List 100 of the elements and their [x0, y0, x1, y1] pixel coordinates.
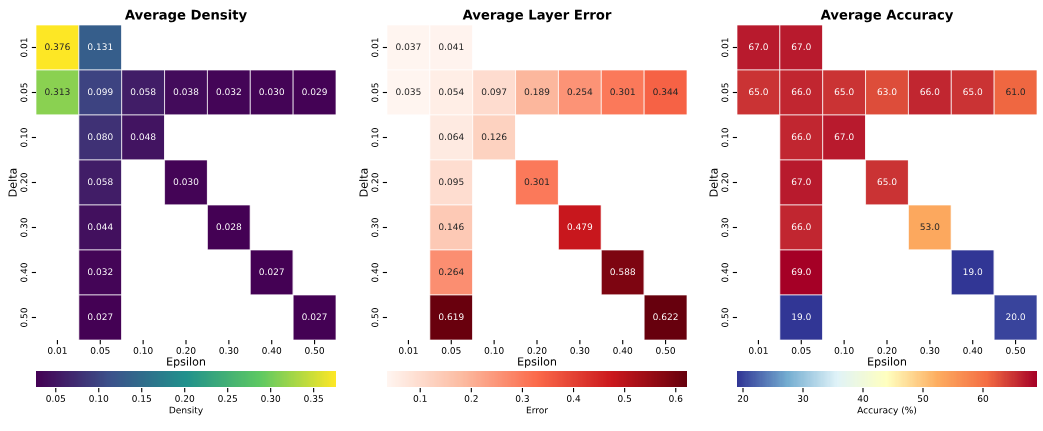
x-tick-label: 0.05: [791, 347, 811, 354]
y-tick-label: 0.01: [371, 38, 379, 57]
data-label: 0.146: [438, 223, 464, 231]
data-label: 0.344: [653, 88, 678, 96]
data-label: 0.027: [259, 268, 284, 276]
data-label: 0.313: [45, 88, 70, 96]
data-label: 65.0: [963, 88, 983, 96]
x-axis-title: Epsilon: [518, 357, 556, 368]
y-tick-label: 0.40: [371, 263, 379, 282]
x-tick-label: 0.50: [656, 347, 676, 354]
y-tick-label: 0.20: [721, 173, 729, 192]
y-tick-label: 0.01: [721, 38, 729, 57]
data-label: 65.0: [877, 178, 897, 186]
color-bar-label: 30: [797, 395, 809, 402]
data-label: 0.032: [87, 268, 113, 276]
data-label: 0.097: [481, 88, 507, 96]
x-tick-label: 0.30: [219, 347, 239, 354]
y-tick-label: 0.20: [371, 173, 379, 192]
y-tick-label: 0.40: [20, 263, 28, 282]
color-bar-label: 0.25: [218, 395, 237, 402]
x-tick-label: 0.40: [963, 347, 983, 354]
x-tick-label: 0.40: [613, 347, 633, 354]
chart-title: Average Density: [124, 9, 247, 23]
data-label: 61.0: [1006, 88, 1026, 96]
data-label: 0.095: [438, 178, 464, 186]
data-label: 0.048: [130, 133, 156, 141]
color-bar-label: 0.2: [464, 395, 478, 402]
x-tick-label: 0.01: [47, 347, 67, 354]
data-label: 0.058: [130, 88, 156, 96]
color-bar-title: Accuracy (%): [857, 406, 917, 416]
data-label: 65.0: [834, 88, 854, 96]
y-tick-label: 0.50: [20, 308, 28, 327]
data-label: 0.619: [438, 313, 464, 321]
data-label: 0.588: [610, 268, 636, 276]
y-tick-label: 0.30: [371, 218, 379, 237]
y-tick-label: 0.10: [721, 128, 729, 147]
x-tick-label: 0.40: [262, 347, 282, 354]
color-bar-label: 0.10: [89, 395, 109, 402]
data-label: 66.0: [920, 88, 940, 96]
color-bar-label: 0.20: [175, 395, 195, 402]
y-tick-label: 0.40: [721, 263, 729, 282]
color-bar-label: 40: [857, 395, 869, 402]
data-label: 67.0: [834, 133, 854, 141]
y-tick-label: 0.20: [20, 173, 28, 192]
x-tick-label: 0.10: [834, 347, 854, 354]
color-bar-label: 0.15: [132, 395, 151, 402]
data-label: 0.058: [87, 178, 113, 186]
y-axis-title: Delta: [709, 168, 718, 197]
y-axis-title: Delta: [359, 168, 368, 197]
data-label: 0.254: [567, 88, 593, 96]
x-tick-label: 0.30: [920, 347, 940, 354]
x-axis-title: Epsilon: [868, 357, 906, 368]
data-label: 0.080: [87, 133, 113, 141]
x-tick-label: 0.01: [748, 347, 768, 354]
y-tick-label: 0.30: [721, 218, 729, 237]
x-tick-label: 0.30: [570, 347, 590, 354]
data-label: 0.622: [653, 313, 678, 321]
data-label: 0.044: [87, 223, 113, 231]
data-label: 0.038: [173, 88, 199, 96]
x-tick-label: 0.50: [305, 347, 325, 354]
y-tick-label: 0.05: [20, 83, 28, 102]
y-tick-label: 0.10: [371, 128, 379, 147]
y-tick-label: 0.30: [20, 218, 28, 237]
x-tick-label: 0.20: [176, 347, 196, 354]
data-label: 67.0: [791, 178, 811, 186]
color-bar-label: 0.6: [669, 395, 683, 402]
x-axis-title: Epsilon: [167, 357, 205, 368]
y-tick-label: 0.05: [371, 83, 379, 102]
data-label: 0.028: [216, 223, 242, 231]
y-tick-label: 0.01: [20, 38, 28, 57]
data-label: 66.0: [791, 223, 811, 231]
y-tick-label: 0.10: [20, 128, 28, 147]
x-tick-label: 0.10: [133, 347, 153, 354]
data-label: 63.0: [877, 88, 897, 96]
color-bar-label: 50: [917, 395, 929, 402]
chart-title: Average Accuracy: [820, 9, 954, 23]
data-label: 0.064: [438, 133, 464, 141]
color-bar-label: 0.4: [566, 395, 581, 402]
data-label: 53.0: [920, 223, 940, 231]
x-tick-label: 0.50: [1006, 347, 1026, 354]
chart-title: Average Layer Error: [462, 9, 612, 23]
color-bar-label: 0.5: [618, 395, 632, 402]
data-label: 0.301: [610, 88, 635, 96]
color-bar-label: 20: [737, 395, 749, 402]
data-label: 0.027: [302, 313, 327, 321]
data-label: 0.099: [87, 88, 113, 96]
x-tick-label: 0.05: [90, 347, 110, 354]
data-label: 20.0: [1006, 313, 1026, 321]
data-label: 67.0: [749, 43, 768, 51]
color-bar-label: 0.35: [304, 395, 323, 402]
data-label: 69.0: [791, 268, 811, 276]
x-tick-label: 0.01: [398, 347, 418, 354]
data-label: 0.030: [173, 178, 199, 186]
data-label: 0.037: [396, 43, 421, 51]
x-tick-label: 0.10: [484, 347, 504, 354]
color-bar-label: 0.3: [515, 395, 529, 402]
x-tick-label: 0.20: [877, 347, 897, 354]
data-label: 0.054: [438, 88, 464, 96]
data-label: 66.0: [791, 88, 811, 96]
data-label: 0.030: [259, 88, 285, 96]
